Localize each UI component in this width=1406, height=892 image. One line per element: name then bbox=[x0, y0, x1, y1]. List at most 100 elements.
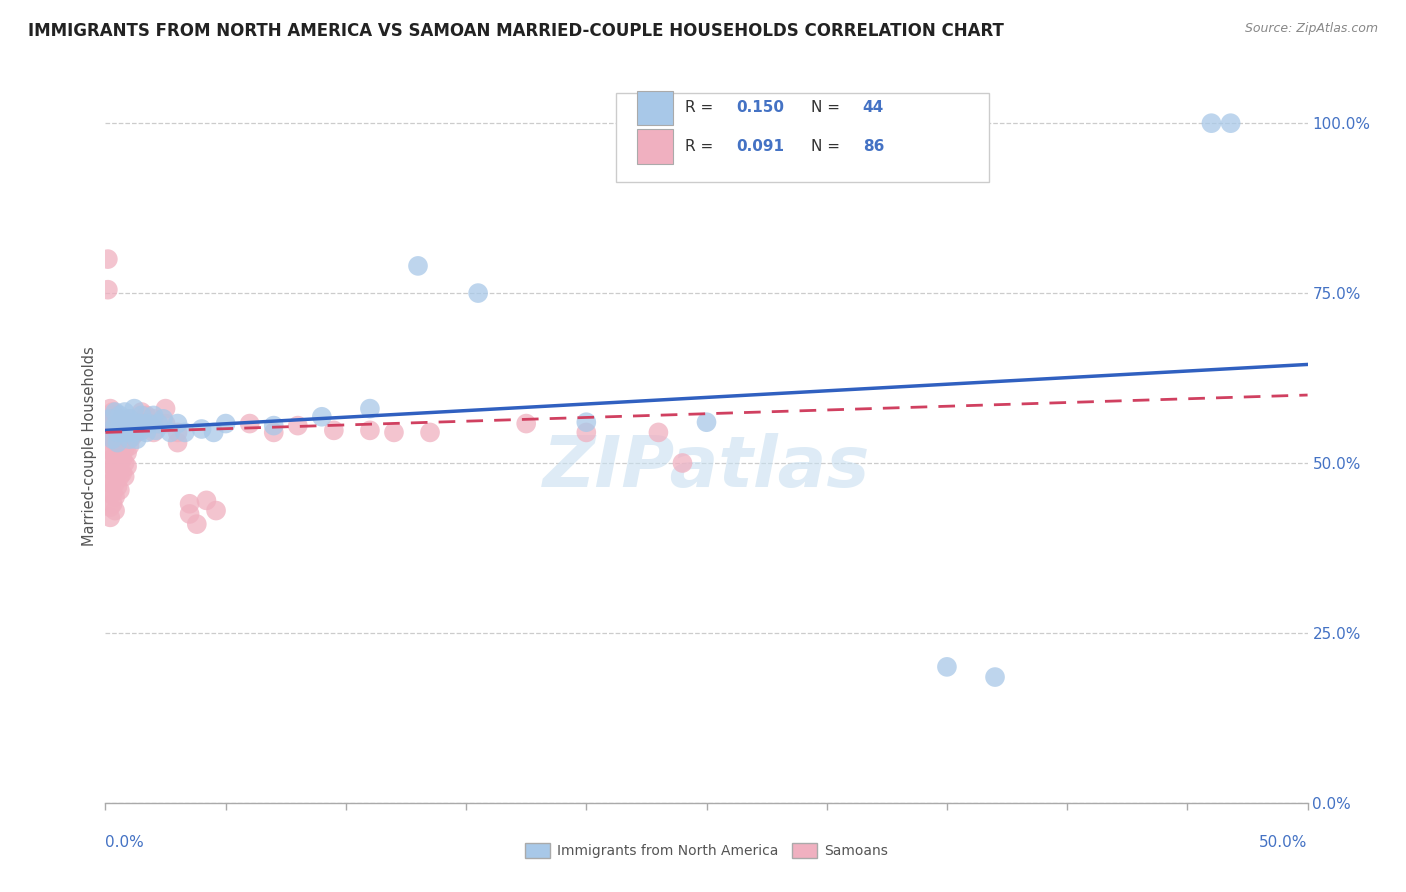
Point bbox=[1219, 116, 1241, 130]
Point bbox=[101, 486, 124, 500]
Text: 0.0%: 0.0% bbox=[105, 835, 145, 850]
Point bbox=[107, 412, 129, 426]
Point bbox=[575, 415, 598, 429]
Point bbox=[118, 412, 141, 426]
Text: 50.0%: 50.0% bbox=[1260, 835, 1308, 850]
Point bbox=[108, 469, 131, 483]
Point bbox=[101, 432, 124, 446]
Point bbox=[359, 401, 381, 416]
Point bbox=[107, 452, 129, 467]
Point bbox=[121, 417, 143, 431]
Point bbox=[97, 283, 120, 297]
Point bbox=[647, 425, 669, 440]
Point bbox=[142, 409, 165, 423]
Point bbox=[98, 429, 121, 443]
Point bbox=[101, 418, 124, 433]
Point bbox=[135, 425, 157, 440]
Point bbox=[138, 417, 160, 431]
Point bbox=[104, 463, 127, 477]
Point bbox=[166, 417, 188, 431]
Point bbox=[166, 435, 188, 450]
Point bbox=[98, 486, 121, 500]
Point bbox=[98, 452, 121, 467]
Point bbox=[121, 418, 143, 433]
Point bbox=[114, 442, 136, 457]
Point bbox=[115, 425, 138, 440]
Point bbox=[152, 412, 174, 426]
Point bbox=[124, 425, 146, 440]
Point bbox=[104, 405, 127, 419]
Point bbox=[125, 425, 148, 440]
Point bbox=[179, 507, 201, 521]
Point bbox=[104, 409, 127, 423]
Point bbox=[696, 415, 718, 429]
Point bbox=[108, 418, 131, 433]
Point bbox=[108, 456, 131, 470]
Point bbox=[101, 405, 124, 419]
Point bbox=[155, 401, 177, 416]
Point bbox=[406, 259, 429, 273]
Point bbox=[419, 425, 441, 440]
Point bbox=[159, 425, 181, 440]
Point bbox=[179, 497, 201, 511]
Point bbox=[98, 463, 121, 477]
Point bbox=[145, 423, 167, 437]
Point bbox=[98, 442, 121, 457]
Point bbox=[131, 423, 153, 437]
Text: R =: R = bbox=[685, 101, 718, 115]
Point bbox=[97, 252, 120, 266]
Text: 86: 86 bbox=[863, 139, 884, 154]
Point bbox=[114, 469, 136, 483]
Point bbox=[101, 432, 124, 446]
Point bbox=[671, 456, 693, 470]
Point bbox=[125, 415, 148, 429]
Point bbox=[98, 500, 121, 515]
Point bbox=[190, 422, 212, 436]
Point bbox=[118, 432, 141, 446]
Point bbox=[104, 490, 127, 504]
Point bbox=[101, 459, 124, 474]
Point bbox=[98, 401, 121, 416]
Point bbox=[107, 435, 129, 450]
Point bbox=[114, 405, 136, 419]
Point bbox=[101, 446, 124, 460]
Point bbox=[135, 409, 157, 423]
Point bbox=[114, 418, 136, 433]
Point bbox=[125, 432, 148, 446]
Point bbox=[121, 430, 143, 444]
Point bbox=[108, 409, 131, 423]
FancyBboxPatch shape bbox=[616, 93, 988, 182]
Point bbox=[118, 425, 141, 440]
Point bbox=[128, 417, 150, 431]
Point bbox=[287, 418, 309, 433]
Point bbox=[101, 473, 124, 487]
Point bbox=[111, 439, 134, 453]
Text: ZIPatlas: ZIPatlas bbox=[543, 433, 870, 502]
Point bbox=[132, 417, 155, 431]
Point bbox=[104, 503, 127, 517]
Point bbox=[104, 449, 127, 463]
Point bbox=[114, 456, 136, 470]
Point bbox=[104, 418, 127, 433]
Point bbox=[108, 483, 131, 498]
Point bbox=[311, 409, 333, 424]
Point bbox=[101, 497, 124, 511]
Point bbox=[148, 417, 170, 431]
Point bbox=[107, 425, 129, 440]
Point bbox=[186, 517, 208, 532]
Point bbox=[107, 439, 129, 453]
Point bbox=[111, 425, 134, 440]
Point bbox=[104, 435, 127, 450]
Text: 44: 44 bbox=[863, 101, 884, 115]
Point bbox=[115, 432, 138, 446]
Point bbox=[108, 415, 131, 429]
Point bbox=[142, 425, 165, 440]
Point bbox=[111, 452, 134, 467]
Point bbox=[111, 425, 134, 440]
Point bbox=[114, 429, 136, 443]
Text: 0.091: 0.091 bbox=[737, 139, 785, 154]
Point bbox=[98, 412, 121, 426]
Point bbox=[104, 422, 127, 436]
Point bbox=[135, 418, 157, 433]
Text: IMMIGRANTS FROM NORTH AMERICA VS SAMOAN MARRIED-COUPLE HOUSEHOLDS CORRELATION CH: IMMIGRANTS FROM NORTH AMERICA VS SAMOAN … bbox=[28, 22, 1004, 40]
